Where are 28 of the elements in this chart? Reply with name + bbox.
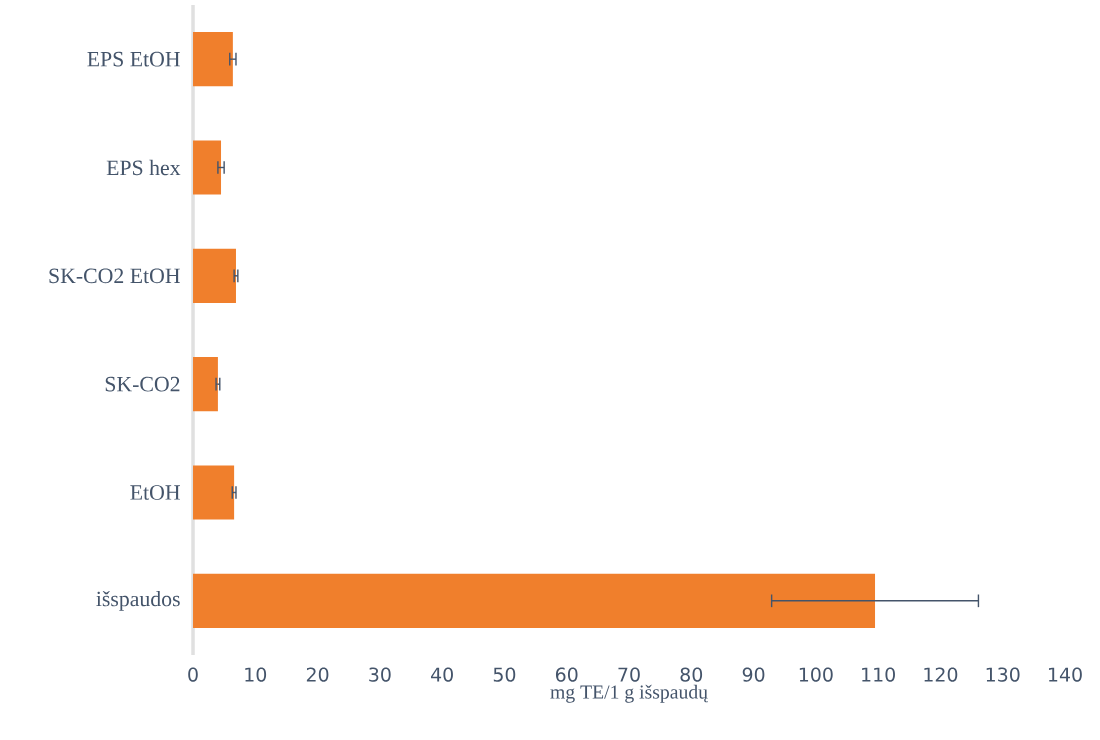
bar bbox=[193, 465, 235, 520]
x-tick-label: 110 bbox=[862, 667, 895, 682]
bar bbox=[193, 32, 233, 87]
y-tick-label: EPS hex bbox=[106, 159, 181, 176]
x-tick-label: 70 bbox=[618, 667, 640, 682]
x-tick-label: 100 bbox=[799, 667, 833, 682]
bar bbox=[193, 248, 236, 303]
x-tick-label: 80 bbox=[680, 667, 703, 682]
x-tick-label: 20 bbox=[306, 667, 329, 682]
x-tick-label: 60 bbox=[555, 667, 578, 682]
bar bbox=[193, 573, 876, 628]
bar bbox=[193, 357, 218, 412]
y-tick-label: išspaudos bbox=[96, 590, 180, 611]
y-tick-label: SK-CO2 EtOH bbox=[49, 268, 180, 284]
x-tick-label: 50 bbox=[493, 667, 516, 682]
x-tick-label: 30 bbox=[369, 667, 391, 682]
x-tick-label: 140 bbox=[1048, 667, 1082, 682]
x-tick-label: 130 bbox=[986, 667, 1020, 682]
x-axis-title: mg TE/1 g išspaudų bbox=[550, 684, 708, 703]
x-tick-label: 10 bbox=[245, 667, 267, 682]
x-tick-label: 90 bbox=[742, 667, 765, 682]
y-tick-label: EtOH bbox=[130, 485, 180, 500]
y-tick-label: SK-CO2 bbox=[105, 376, 180, 392]
bar bbox=[193, 140, 222, 195]
y-tick-label: EPS EtOH bbox=[87, 51, 180, 67]
x-tick-label: 120 bbox=[924, 667, 958, 682]
x-tick-label: 0 bbox=[188, 667, 198, 682]
x-tick-label: 40 bbox=[431, 667, 453, 682]
